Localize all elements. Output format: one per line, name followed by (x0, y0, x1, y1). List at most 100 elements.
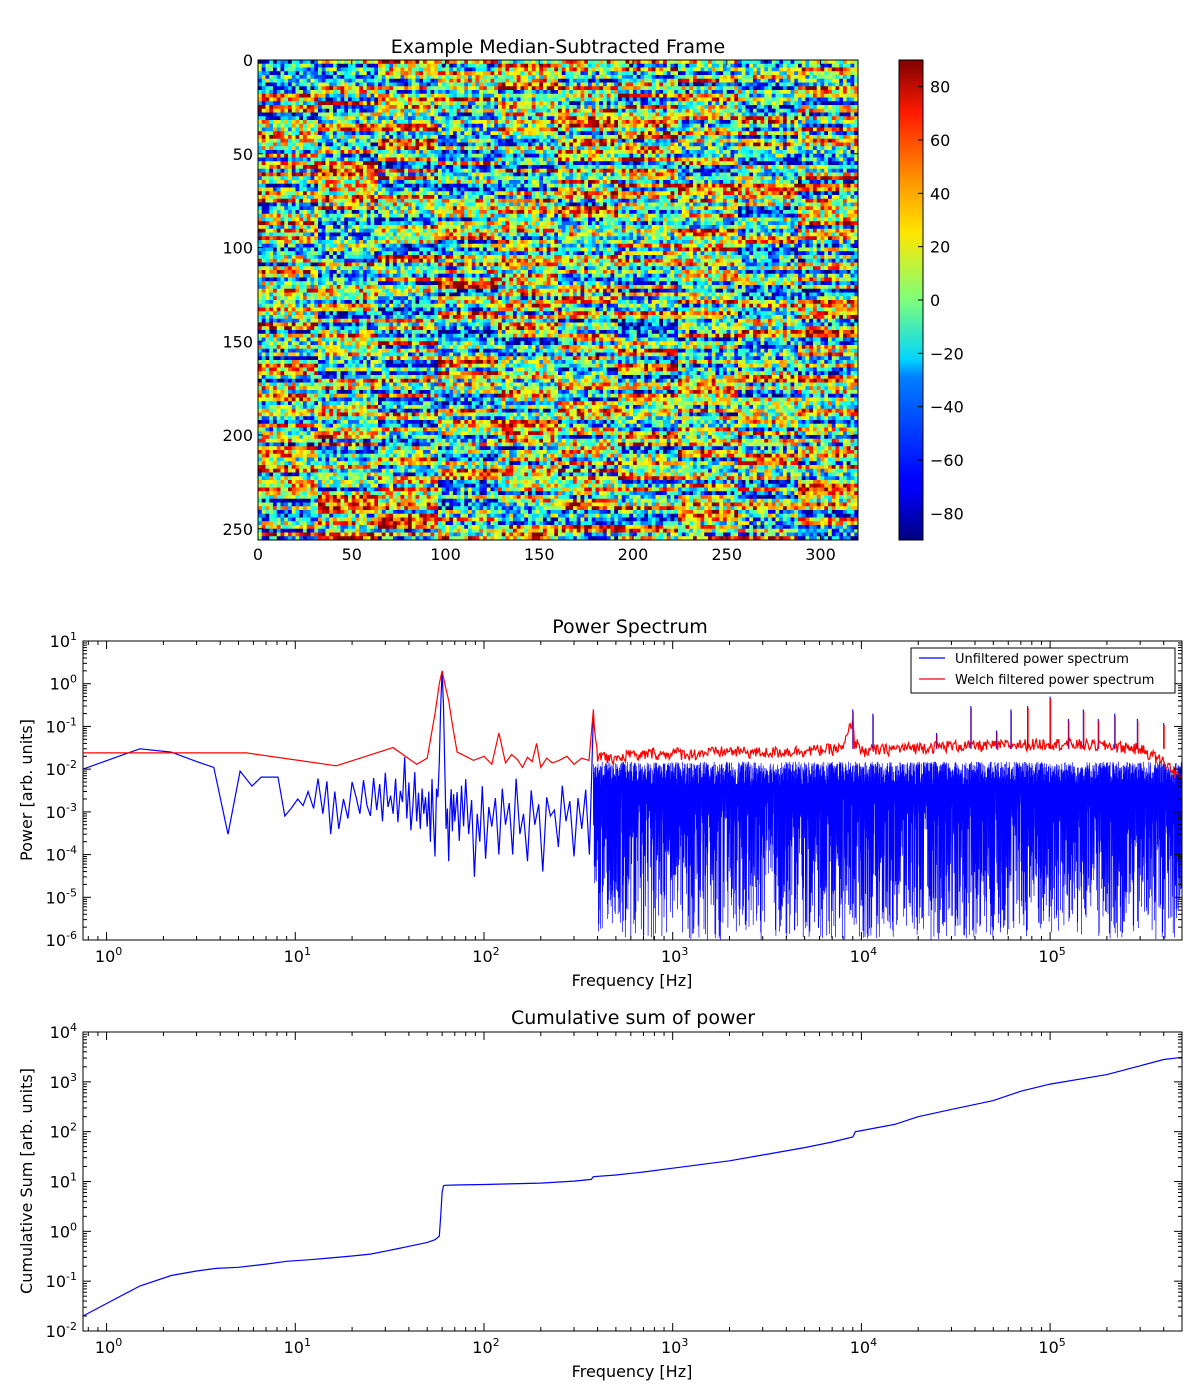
heatmap-cell (288, 161, 293, 166)
heatmap-cell (490, 75, 495, 80)
heatmap-cell (340, 150, 345, 155)
heatmap-cell (610, 150, 615, 155)
heatmap-cell (363, 161, 368, 166)
heatmap-cell (753, 172, 758, 177)
heatmap-cell (434, 60, 439, 65)
heatmap-cell (295, 105, 300, 110)
heatmap-cell (419, 146, 424, 151)
heatmap-cell (670, 168, 675, 173)
heatmap-cell (835, 168, 840, 173)
heatmap-cell (854, 168, 859, 173)
heatmap-cell (400, 78, 405, 83)
heatmap-cell (280, 150, 285, 155)
heatmap-cell (651, 168, 656, 173)
heatmap-cell (666, 161, 671, 166)
heatmap-cell (569, 93, 574, 98)
heatmap-cell (389, 172, 394, 177)
heatmap-cell (408, 127, 413, 132)
heatmap-cell (610, 131, 615, 136)
heatmap-cell (351, 168, 356, 173)
heatmap-cell (786, 135, 791, 140)
heatmap-cell (610, 67, 615, 72)
heatmap-cell (779, 116, 784, 121)
heatmap-cell (700, 97, 705, 102)
heatmap-cell (753, 161, 758, 166)
heatmap-cell (745, 78, 750, 83)
heatmap-cell (528, 71, 533, 76)
heatmap-cell (291, 86, 296, 91)
heatmap-cell (475, 97, 480, 102)
heatmap-cell (588, 75, 593, 80)
heatmap-cell (408, 120, 413, 125)
heatmap-cell (633, 161, 638, 166)
heatmap-cell (430, 105, 435, 110)
heatmap-cell (685, 63, 690, 68)
heatmap-cell (824, 153, 829, 158)
heatmap-cell (314, 127, 319, 132)
heatmap-cell (663, 60, 668, 65)
heatmap-cell (441, 75, 446, 80)
heatmap-cell (351, 131, 356, 136)
heatmap-cell (745, 60, 750, 65)
heatmap-cell (370, 172, 375, 177)
heatmap-cell (351, 161, 356, 166)
heatmap-cell (674, 82, 679, 87)
heatmap-cell (610, 112, 615, 117)
heatmap-cell (475, 168, 480, 173)
heatmap-cell (269, 112, 274, 117)
heatmap-cell (764, 150, 769, 155)
heatmap-cell (618, 116, 623, 121)
heatmap-cell (486, 146, 491, 151)
heatmap-cell (580, 127, 585, 132)
heatmap-cell (535, 67, 540, 72)
heatmap-cell (276, 108, 281, 113)
heatmap-cell (273, 78, 278, 83)
heatmap-cell (786, 116, 791, 121)
heatmap-cell (798, 142, 803, 147)
heatmap-cell (771, 86, 776, 91)
heatmap-cell (258, 75, 263, 80)
heatmap-cell (693, 157, 698, 162)
heatmap-cell (798, 168, 803, 173)
heatmap-cell (561, 165, 566, 170)
heatmap-cell (531, 90, 536, 95)
heatmap-cell (321, 127, 326, 132)
heatmap-cell (276, 138, 281, 143)
heatmap-cell (700, 135, 705, 140)
heatmap-cell (573, 60, 578, 65)
heatmap-cell (730, 97, 735, 102)
heatmap-cell (569, 60, 574, 65)
heatmap-cell (801, 135, 806, 140)
heatmap-cell (670, 138, 675, 143)
heatmap-cell (595, 146, 600, 151)
heatmap-cell (558, 120, 563, 125)
heatmap-cell (400, 146, 405, 151)
heatmap-cell (846, 135, 851, 140)
heatmap-cell (633, 60, 638, 65)
heatmap-cell (280, 75, 285, 80)
heatmap-cell (396, 131, 401, 136)
heatmap-cell (666, 63, 671, 68)
heatmap-cell (618, 161, 623, 166)
heatmap-cell (711, 101, 716, 106)
heatmap-cell (456, 60, 461, 65)
heatmap-cell (434, 146, 439, 151)
heatmap-cell (453, 60, 458, 65)
heatmap-cell (419, 105, 424, 110)
heatmap-cell (261, 161, 266, 166)
heatmap-cell (505, 86, 510, 91)
heatmap-cell (813, 90, 818, 95)
heatmap-cell (753, 165, 758, 170)
heatmap-cell (419, 75, 424, 80)
heatmap-cell (295, 153, 300, 158)
heatmap-cell (813, 127, 818, 132)
heatmap-cell (831, 131, 836, 136)
heatmap-cell (396, 60, 401, 65)
heatmap-cell (700, 153, 705, 158)
heatmap-cell (768, 131, 773, 136)
heatmap-cell (809, 127, 814, 132)
heatmap-cell (336, 168, 341, 173)
heatmap-cell (333, 75, 338, 80)
heatmap-cell (385, 168, 390, 173)
heatmap-cell (644, 146, 649, 151)
